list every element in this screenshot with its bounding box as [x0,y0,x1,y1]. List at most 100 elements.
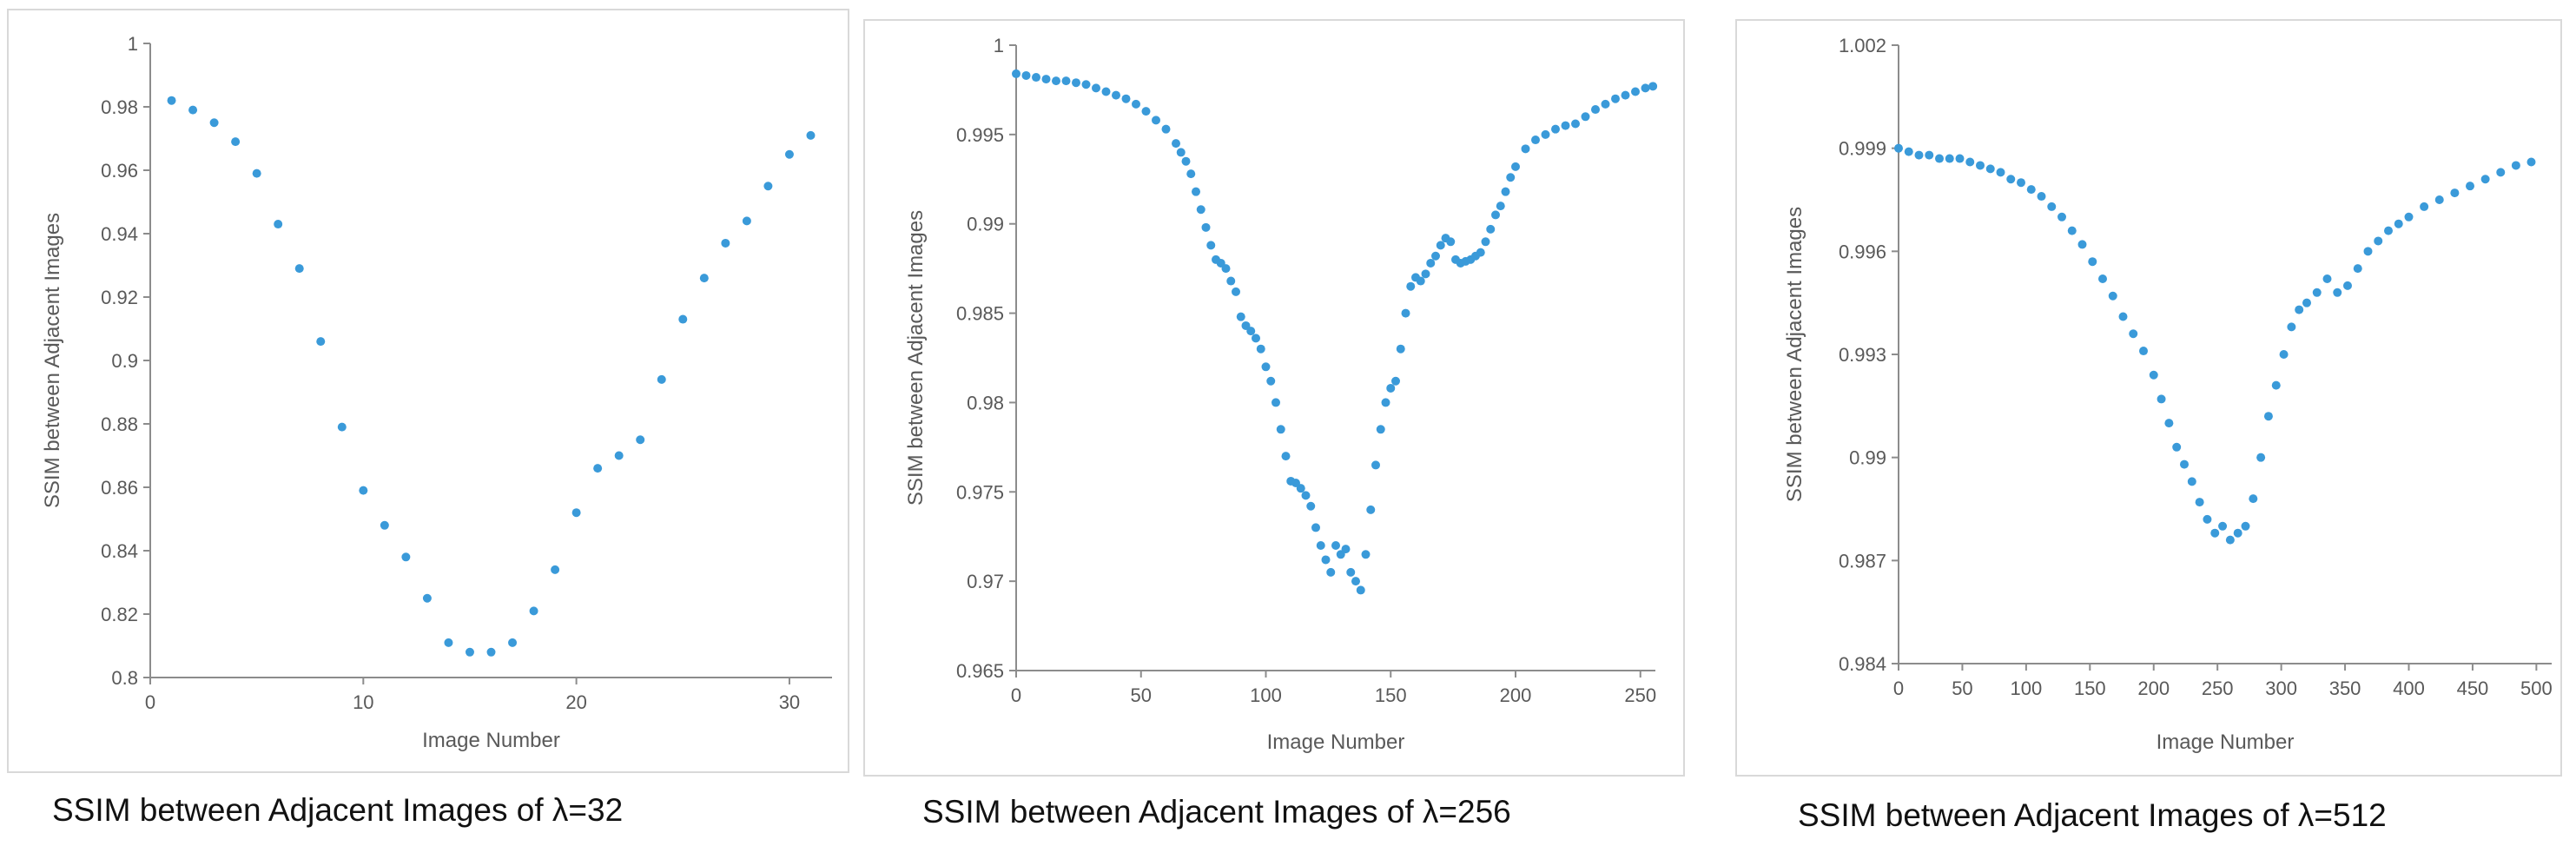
y-tick-label: 0.99 [1849,447,1886,469]
data-point [2057,212,2066,221]
y-tick-label: 0.92 [101,287,138,308]
data-point [401,552,411,562]
y-tick-label: 1 [994,35,1004,56]
data-point [2450,188,2460,198]
data-point [2263,412,2273,421]
data-point [1072,78,1080,88]
data-point [1221,264,1231,274]
y-tick-label: 0.996 [1839,241,1886,262]
data-point [1306,501,1316,511]
y-tick-label: 0.84 [101,540,138,562]
data-point [2312,288,2322,297]
data-point [1496,202,1505,211]
data-point [2271,380,2281,390]
data-point [2088,257,2097,267]
data-point [1316,541,1325,550]
y-tick-label: 0.8 [111,667,138,689]
y-tick-label: 0.94 [101,223,138,245]
data-point [2180,459,2189,469]
data-point [1476,248,1485,257]
data-point [1996,168,2005,177]
y-tick-label: 0.97 [967,571,1004,592]
data-point [2526,157,2536,167]
data-point [2511,161,2520,170]
data-point [2108,291,2117,301]
data-point [1531,136,1540,145]
data-point [571,508,581,518]
data-point [1431,251,1440,261]
scatter-chart-lambda-256: 0.965 0.97 0.975 0.98 0.985 0.99 0.995 1 0 50 100 1… [863,19,1685,777]
x-tick-label: 0 [1011,684,1021,706]
data-point [1361,550,1371,559]
chart-panel-lambda-512: 0.984 0.987 0.99 0.993 0.996 0.999 1.002 0 50 100… [1735,19,2562,777]
data-point [1381,398,1390,407]
data-point [2017,178,2025,188]
y-tick-label: 0.999 [1839,138,1886,160]
data-point [1192,187,1200,196]
data-point [1521,144,1530,154]
data-point [2203,514,2212,524]
data-point [1486,224,1496,234]
data-point [2434,195,2444,204]
data-point [1421,269,1430,279]
data-point [1161,124,1171,134]
chart-frame [863,19,1685,777]
x-tick-label: 400 [2393,678,2425,699]
data-point [2129,329,2138,339]
data-point [1101,87,1111,96]
data-point [2404,212,2414,221]
x-axis-label: Image Number [1267,730,1405,754]
data-point [1331,541,1340,550]
data-point [2233,528,2242,538]
data-point [2172,442,2182,452]
data-point [529,606,538,616]
data-point [1346,567,1356,577]
data-point [1041,75,1051,84]
data-point [1301,491,1311,500]
data-point [1581,112,1590,122]
data-point [763,182,773,191]
data-point [2195,498,2204,507]
data-point [1032,73,1040,83]
data-point [1366,505,1376,514]
scatter-chart-lambda-512: 0.984 0.987 0.99 0.993 0.996 0.999 1.002 0 50 100… [1735,19,2562,777]
data-point [1141,107,1151,116]
y-tick-label: 0.98 [101,96,138,118]
caption-lambda-32: SSIM between Adjacent Images of λ=32 [52,792,624,828]
y-tick-label: 0.993 [1839,344,1886,366]
data-point [1631,87,1640,96]
data-point [1491,210,1500,220]
x-tick-label: 250 [1624,684,1656,706]
data-point [1511,162,1520,171]
y-tick-label: 0.82 [101,604,138,625]
data-point [1621,90,1630,100]
chart-panel-lambda-256: 0.965 0.97 0.975 0.98 0.985 0.99 0.995 1 0 50 100 1… [863,19,1685,777]
data-point [1326,567,1336,577]
data-point [2374,236,2383,246]
data-point [1052,76,1060,86]
data-point [1226,276,1236,286]
data-point [2098,274,2107,283]
data-point [2394,219,2403,228]
data-point [2466,182,2474,191]
y-tick-label: 0.98 [967,392,1004,413]
data-point [1506,173,1516,182]
data-point [1955,154,1965,163]
y-tick-label: 0.88 [101,413,138,435]
data-point [1406,281,1416,291]
data-point [1925,150,1934,160]
data-point [444,638,453,647]
data-point [1121,94,1131,103]
x-axis-label: Image Number [422,729,560,752]
y-tick-label: 0.965 [956,660,1004,682]
data-point [1401,308,1410,318]
data-point [2037,192,2046,202]
y-tick-label: 1 [128,33,138,55]
x-tick-label: 350 [2329,678,2361,699]
y-tick-label: 1.002 [1839,35,1886,56]
data-point [1351,577,1360,586]
data-point [1021,70,1031,80]
x-tick-label: 100 [2011,678,2043,699]
scatter-chart-lambda-32: 0.80.820.840.860.880.90.920.940.960.9810… [7,9,849,773]
data-point [1894,143,1903,153]
